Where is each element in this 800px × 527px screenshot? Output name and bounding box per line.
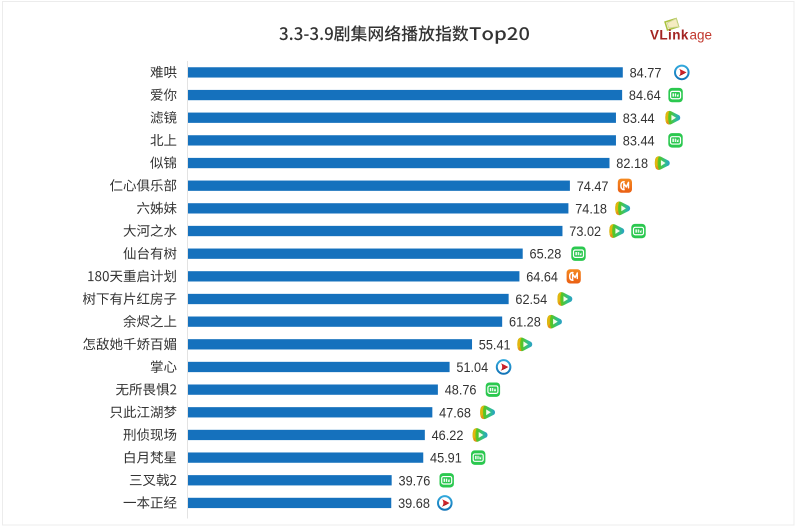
svg-text:46.22: 46.22: [432, 427, 464, 443]
svg-text:83.44: 83.44: [623, 132, 655, 148]
svg-text:61.28: 61.28: [509, 314, 541, 330]
svg-text:73.02: 73.02: [569, 223, 601, 239]
svg-text:VLink: VLink: [650, 28, 689, 43]
svg-text:84.77: 84.77: [630, 64, 662, 80]
svg-text:74.47: 74.47: [577, 178, 609, 194]
svg-text:62.54: 62.54: [515, 291, 547, 307]
svg-text:82.18: 82.18: [616, 155, 648, 171]
svg-text:47.68: 47.68: [439, 404, 471, 420]
svg-text:65.28: 65.28: [530, 246, 562, 262]
svg-text:age: age: [690, 28, 713, 43]
svg-text:39.68: 39.68: [398, 495, 430, 511]
svg-text:83.44: 83.44: [623, 110, 655, 126]
svg-text:45.91: 45.91: [430, 450, 462, 466]
svg-text:48.76: 48.76: [445, 382, 477, 398]
svg-text:39.76: 39.76: [399, 472, 431, 488]
svg-text:51.04: 51.04: [456, 359, 488, 375]
svg-text:74.18: 74.18: [575, 200, 607, 216]
svg-text:55.41: 55.41: [479, 336, 511, 352]
svg-text:84.64: 84.64: [629, 87, 661, 103]
svg-text:64.64: 64.64: [526, 268, 558, 284]
